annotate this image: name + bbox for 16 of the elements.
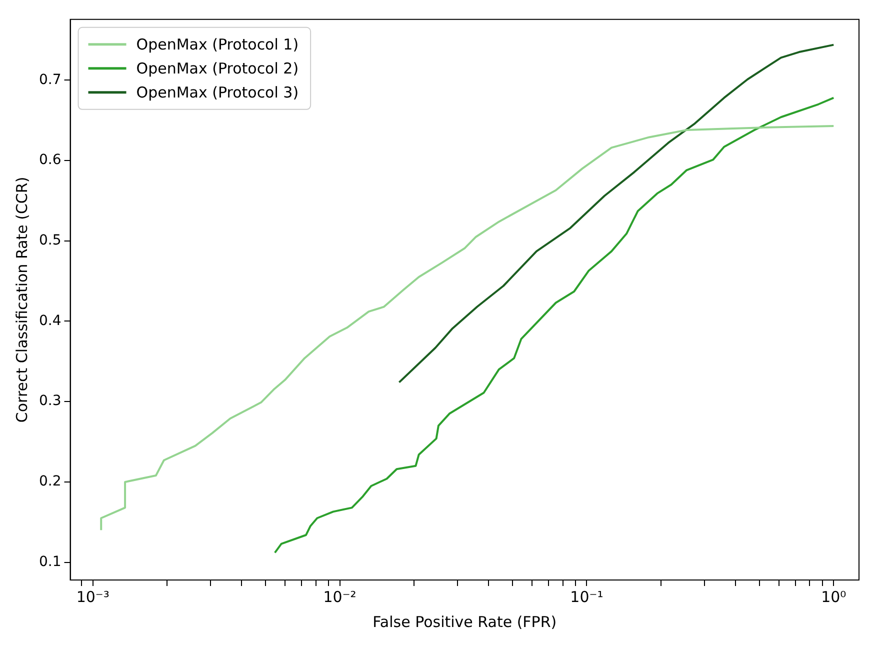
- y-tick-label: 0.4: [39, 312, 62, 329]
- y-tick-label: 0.3: [39, 393, 62, 410]
- legend-label: OpenMax (Protocol 2): [136, 59, 299, 78]
- x-tick-label: 10⁻²: [323, 588, 356, 606]
- y-tick-label: 0.1: [39, 554, 62, 570]
- y-tick-label: 0.2: [39, 474, 62, 490]
- y-axis-title: Correct Classification Rate (CCR): [12, 176, 31, 423]
- x-tick-label: 10⁻¹: [570, 588, 604, 606]
- legend-label: OpenMax (Protocol 1): [136, 35, 299, 54]
- y-tick-label: 0.5: [39, 232, 62, 249]
- x-axis-title: False Positive Rate (FPR): [372, 612, 557, 631]
- y-tick-label: 0.6: [39, 152, 62, 168]
- x-tick-label: 10⁰: [821, 588, 846, 606]
- legend-label: OpenMax (Protocol 3): [136, 83, 299, 102]
- y-tick-label: 0.7: [39, 72, 62, 88]
- x-tick-label: 10⁻³: [76, 588, 110, 606]
